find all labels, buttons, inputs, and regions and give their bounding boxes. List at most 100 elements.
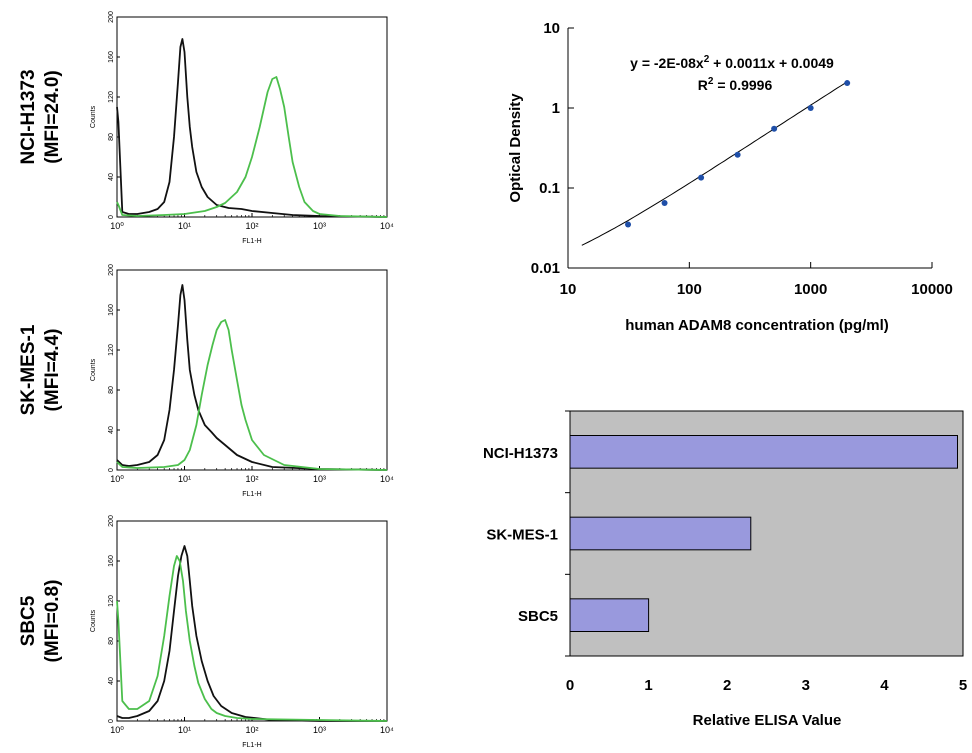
axis-ticks (565, 410, 570, 657)
bar-ncih1373 (569, 435, 958, 469)
x-axis-label-fl1h: FL1-H (242, 742, 261, 749)
category-label: NCI-H1373 (483, 445, 558, 462)
x-ticks: 10⁰ 10¹ 10² 10³ 10⁴ (110, 213, 394, 231)
stained-histogram-line (116, 555, 388, 722)
category-label: SK-MES-1 (486, 527, 558, 544)
y-tick-label: 0 (108, 468, 115, 472)
x-tick-label: 100 (677, 281, 702, 298)
data-point (844, 80, 851, 87)
x-tick-label: 10 (560, 281, 577, 298)
y-tick-label: 120 (108, 344, 115, 356)
category-label: SBC5 (518, 608, 558, 625)
y-axis-label-counts: Counts (90, 358, 97, 381)
y-ticks: 0 40 80 120 160 200 (108, 264, 120, 472)
elisa-bar-panel: NCI-H1373 SK-MES-1 SBC5 0 1 2 3 4 5 Relative EL… (483, 410, 967, 729)
y-tick-label: 80 (108, 386, 115, 394)
x-tick-label: 10000 (911, 281, 953, 298)
y-ticks: 0 40 80 120 160 200 (108, 515, 120, 723)
x-ticks: 0 1 2 3 4 5 (566, 677, 967, 694)
stained-histogram-line (116, 319, 388, 471)
y-tick-label: 160 (108, 555, 115, 567)
data-points (625, 80, 851, 228)
x-tick-label: 10¹ (178, 725, 191, 735)
bar-sbc5 (569, 598, 650, 632)
data-point (771, 125, 778, 132)
y-tick-label: 120 (108, 595, 115, 607)
histogram-curves (116, 284, 388, 471)
r-squared: R2 = 0.9996 (698, 76, 773, 93)
x-tick-label: 4 (880, 677, 889, 694)
standard-curve-panel: Optical Density 0.01 0.1 1 10 10 100 1000 1000… (507, 20, 953, 334)
y-tick-label: 0 (108, 719, 115, 723)
x-tick-label: 10⁰ (110, 474, 124, 484)
x-tick-label: 1000 (794, 281, 827, 298)
data-point (625, 221, 632, 228)
row-sublabel-ncih1373: (MFI=24.0) (42, 70, 63, 163)
control-histogram-line (116, 38, 388, 218)
y-axis-label-counts: Counts (90, 609, 97, 632)
x-tick-label: 10⁴ (380, 725, 394, 735)
y-axis-label-counts: Counts (90, 105, 97, 128)
y-tick-label: 0.01 (531, 260, 560, 277)
x-tick-label: 10¹ (178, 474, 191, 484)
x-tick-label: 10³ (313, 725, 326, 735)
x-tick-label: 10² (245, 474, 258, 484)
y-tick-label: 0.1 (539, 180, 560, 197)
y-ticks: 0 40 80 120 160 200 (108, 11, 120, 219)
y-tick-label: 80 (108, 133, 115, 141)
data-point (807, 105, 814, 111)
y-tick-label: 40 (108, 173, 115, 181)
stained-histogram-line (116, 76, 388, 218)
y-tick-label: 10 (543, 20, 560, 37)
y-tick-label: 80 (108, 637, 115, 645)
y-tick-label: 200 (108, 264, 115, 276)
y-tick-label: 0 (108, 215, 115, 219)
x-tick-label: 10² (245, 221, 258, 231)
x-tick-label: 10⁰ (110, 725, 124, 735)
x-tick-label: 3 (802, 677, 810, 694)
x-axis-label-fl1h: FL1-H (242, 238, 261, 245)
y-tick-label: 200 (108, 11, 115, 23)
y-tick-label: 160 (108, 51, 115, 63)
plot-frame (116, 520, 388, 722)
bars (569, 435, 958, 632)
y-tick-label: 40 (108, 677, 115, 685)
y-tick-label: 160 (108, 304, 115, 316)
data-point (734, 151, 741, 158)
data-point (661, 199, 668, 206)
y-tick-label: 40 (108, 426, 115, 434)
y-tick-label: 120 (108, 91, 115, 103)
x-axis-label-fl1h: FL1-H (242, 491, 261, 498)
x-tick-label: 2 (723, 677, 731, 694)
plot-frame (116, 16, 388, 218)
x-tick-label: 10³ (313, 474, 326, 484)
x-axis-label-concentration: human ADAM8 concentration (pg/ml) (625, 317, 889, 334)
row-label-ncih1373: NCI-H1373 (18, 69, 39, 164)
row-label-sbc5: SBC5 (18, 595, 39, 646)
y-axis-label-optical-density: Optical Density (507, 93, 524, 203)
x-tick-label: 10¹ (178, 221, 191, 231)
y-tick-label: 200 (108, 515, 115, 527)
data-point (698, 174, 705, 181)
bar-skmes1 (569, 516, 752, 551)
x-tick-label: 10⁰ (110, 221, 124, 231)
category-labels: NCI-H1373 SK-MES-1 SBC5 (483, 445, 558, 625)
y-tick-label: 1 (552, 100, 560, 117)
control-histogram-line (116, 545, 387, 722)
histogram-panel-ncih1373: NCI-H1373 (MFI=24.0) Counts 0 40 80 120 160 2… (18, 11, 394, 245)
x-tick-label: 0 (566, 677, 574, 694)
histogram-curves (116, 545, 388, 722)
x-tick-label: 10⁴ (380, 474, 394, 484)
fit-equation: y = -2E-08x2 + 0.0011x + 0.0049 (630, 54, 834, 71)
y-ticks: 0.01 0.1 1 10 (531, 20, 574, 277)
x-tick-label: 10³ (313, 221, 326, 231)
x-tick-label: 10⁴ (380, 221, 394, 231)
row-sublabel-sbc5: (MFI=0.8) (42, 580, 63, 663)
x-tick-label: 5 (959, 677, 967, 694)
x-axis-label-relative-elisa: Relative ELISA Value (693, 712, 842, 729)
histogram-panel-skmes1: SK-MES-1 (MFI=4.4) Counts 0 40 80 120 160 200… (18, 264, 394, 498)
histogram-panel-sbc5: SBC5 (MFI=0.8) Counts 0 40 80 120 160 200 10⁰… (18, 515, 394, 749)
x-ticks: 10 100 1000 10000 (560, 262, 953, 298)
histogram-curves (116, 38, 388, 218)
